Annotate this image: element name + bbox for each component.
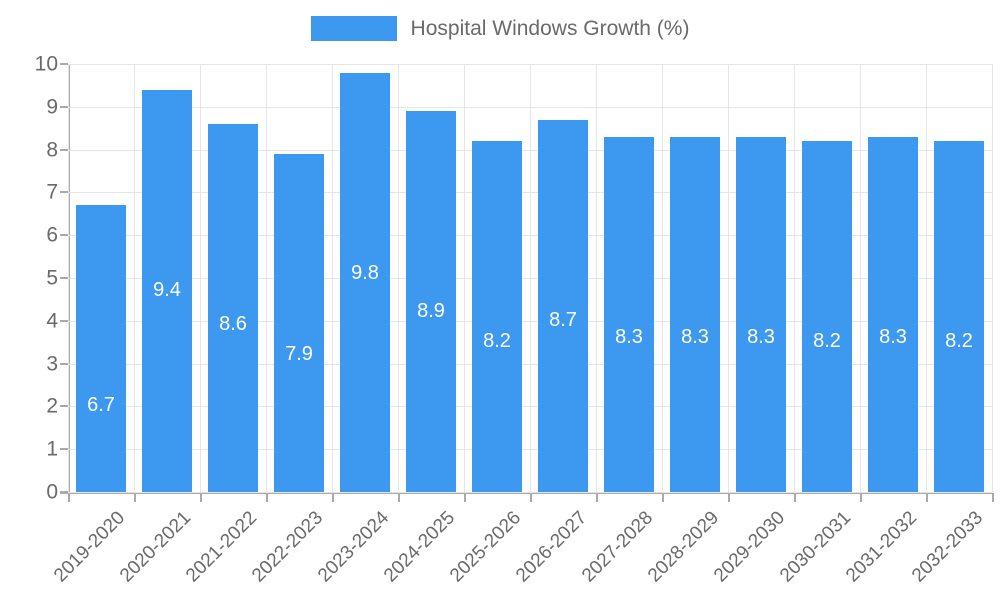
x-axis-tick-mark [596, 493, 598, 502]
x-axis-tick-label: 2025-2026 [446, 507, 526, 587]
x-axis-tick-mark [68, 493, 70, 502]
plot-area: 6.7 9.4 8.6 7.9 9.8 8.9 8.2 8.7 8.3 8.3 8.3 8.2 8.3 8… [68, 64, 993, 493]
x-axis-tick-label: 2029-2030 [710, 507, 790, 587]
x-axis-tick-mark [662, 493, 664, 502]
y-axis-tick-mark [60, 362, 68, 365]
bar-value-label: 8.9 [417, 300, 445, 323]
y-axis-tick-mark [60, 105, 68, 108]
x-axis-tick-label: 2032-2033 [908, 507, 988, 587]
x-axis-tick-label: 2022-2023 [248, 507, 328, 587]
y-axis-tick-label: 8 [46, 138, 58, 162]
y-axis-tick-mark [60, 448, 68, 451]
y-axis-tick-label: 0 [46, 480, 58, 504]
bar-value-label: 8.2 [945, 330, 973, 353]
legend-item-hospital-windows-growth[interactable]: Hospital Windows Growth (%) [310, 15, 690, 41]
bar-value-label: 8.3 [615, 325, 643, 348]
bar[interactable]: 8.3 [670, 136, 720, 492]
bar[interactable]: 8.7 [538, 119, 588, 492]
bar-value-label: 8.7 [549, 308, 577, 331]
bar[interactable]: 8.2 [934, 141, 984, 492]
bar[interactable]: 8.9 [406, 111, 456, 492]
y-axis-tick-label: 4 [46, 309, 58, 333]
x-axis-tick-mark [266, 493, 268, 502]
x-axis-tick-label: 2026-2027 [512, 507, 592, 587]
y-axis-tick-mark [60, 234, 68, 237]
y-axis-tick-mark [60, 148, 68, 151]
x-axis-tick-label: 2030-2031 [776, 507, 856, 587]
y-axis-tick-label: 10 [34, 52, 58, 76]
bar[interactable]: 8.3 [736, 136, 786, 492]
y-axis-tick-mark [60, 319, 68, 322]
legend-item-label: Hospital Windows Growth (%) [410, 16, 690, 40]
bar-value-label: 6.7 [87, 394, 115, 417]
bar[interactable]: 8.2 [802, 141, 852, 492]
y-axis-tick-label: 3 [46, 352, 58, 376]
y-axis-tick-label: 1 [46, 437, 58, 461]
x-axis-tick-mark [398, 493, 400, 502]
y-axis-tick-label: 2 [46, 394, 58, 418]
y-axis-tick-mark [60, 191, 68, 194]
y-axis-tick-mark [60, 277, 68, 279]
bar[interactable]: 8.3 [604, 136, 654, 492]
x-axis-tick-mark [134, 493, 136, 502]
y-axis-tick-mark [60, 63, 68, 65]
x-axis-tick-mark [530, 493, 532, 502]
x-axis-tick-label: 2031-2032 [842, 507, 922, 587]
bar-value-label: 9.4 [153, 278, 181, 301]
x-axis-spine [60, 492, 992, 494]
x-axis-tick-mark [860, 493, 862, 502]
bar-value-label: 8.2 [483, 330, 511, 353]
bar[interactable]: 9.4 [142, 89, 192, 492]
bar[interactable]: 8.3 [868, 136, 918, 492]
bar[interactable]: 8.2 [472, 141, 522, 492]
bars-layer: 6.7 9.4 8.6 7.9 9.8 8.9 8.2 8.7 8.3 8.3 8.3 8.2 8.3 8… [68, 64, 992, 492]
bar[interactable]: 7.9 [274, 153, 324, 492]
x-axis-tick-mark [728, 493, 730, 502]
bar[interactable]: 8.6 [208, 123, 258, 492]
bar-value-label: 8.3 [879, 325, 907, 348]
x-axis-tick-label: 2020-2021 [116, 507, 196, 587]
x-axis-tick-mark [464, 493, 466, 502]
bar[interactable]: 6.7 [76, 205, 126, 492]
x-axis-tick-label: 2027-2028 [578, 507, 658, 587]
x-axis-tick-label: 2021-2022 [182, 507, 262, 587]
y-axis-tick-label: 5 [46, 266, 58, 290]
bar[interactable]: 9.8 [340, 72, 390, 492]
chart-legend: Hospital Windows Growth (%) [0, 10, 1000, 46]
x-axis-tick-mark [332, 493, 334, 502]
y-axis-tick-label: 7 [46, 180, 58, 204]
x-axis-tick-label: 2023-2024 [314, 507, 394, 587]
x-axis-tick-mark [200, 493, 202, 502]
x-axis-tick-label: 2028-2029 [644, 507, 724, 587]
bar-value-label: 8.3 [681, 325, 709, 348]
x-axis-tick-mark [992, 493, 994, 502]
y-axis-tick-label: 6 [46, 223, 58, 247]
bar-value-label: 8.6 [219, 312, 247, 335]
y-axis-tick-label: 9 [46, 95, 58, 119]
bar-value-label: 8.3 [747, 325, 775, 348]
x-axis-tick-mark [794, 493, 796, 502]
bar-value-label: 9.8 [351, 261, 379, 284]
bar-value-label: 7.9 [285, 342, 313, 365]
legend-color-swatch-icon [310, 15, 397, 41]
y-axis-tick-mark [60, 405, 68, 408]
x-axis-tick-label: 2019-2020 [50, 507, 130, 587]
x-axis-tick-label: 2024-2025 [380, 507, 460, 587]
x-axis-tick-mark [926, 493, 928, 502]
bar-value-label: 8.2 [813, 330, 841, 353]
